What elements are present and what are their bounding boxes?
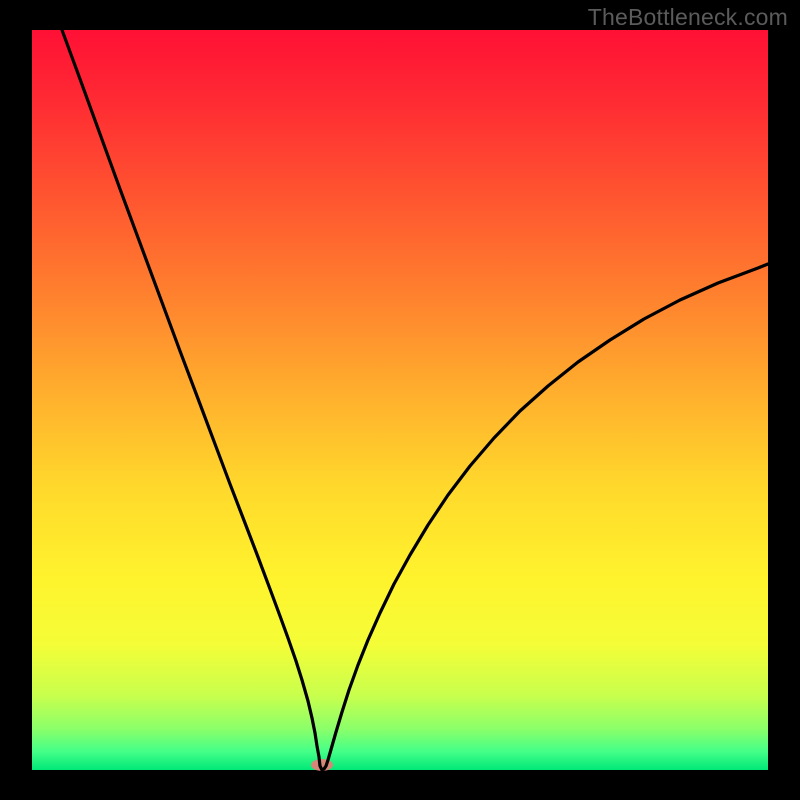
watermark-text: TheBottleneck.com	[588, 4, 788, 31]
bottleneck-chart	[0, 0, 800, 800]
plot-background-gradient	[32, 30, 768, 770]
chart-container: TheBottleneck.com	[0, 0, 800, 800]
